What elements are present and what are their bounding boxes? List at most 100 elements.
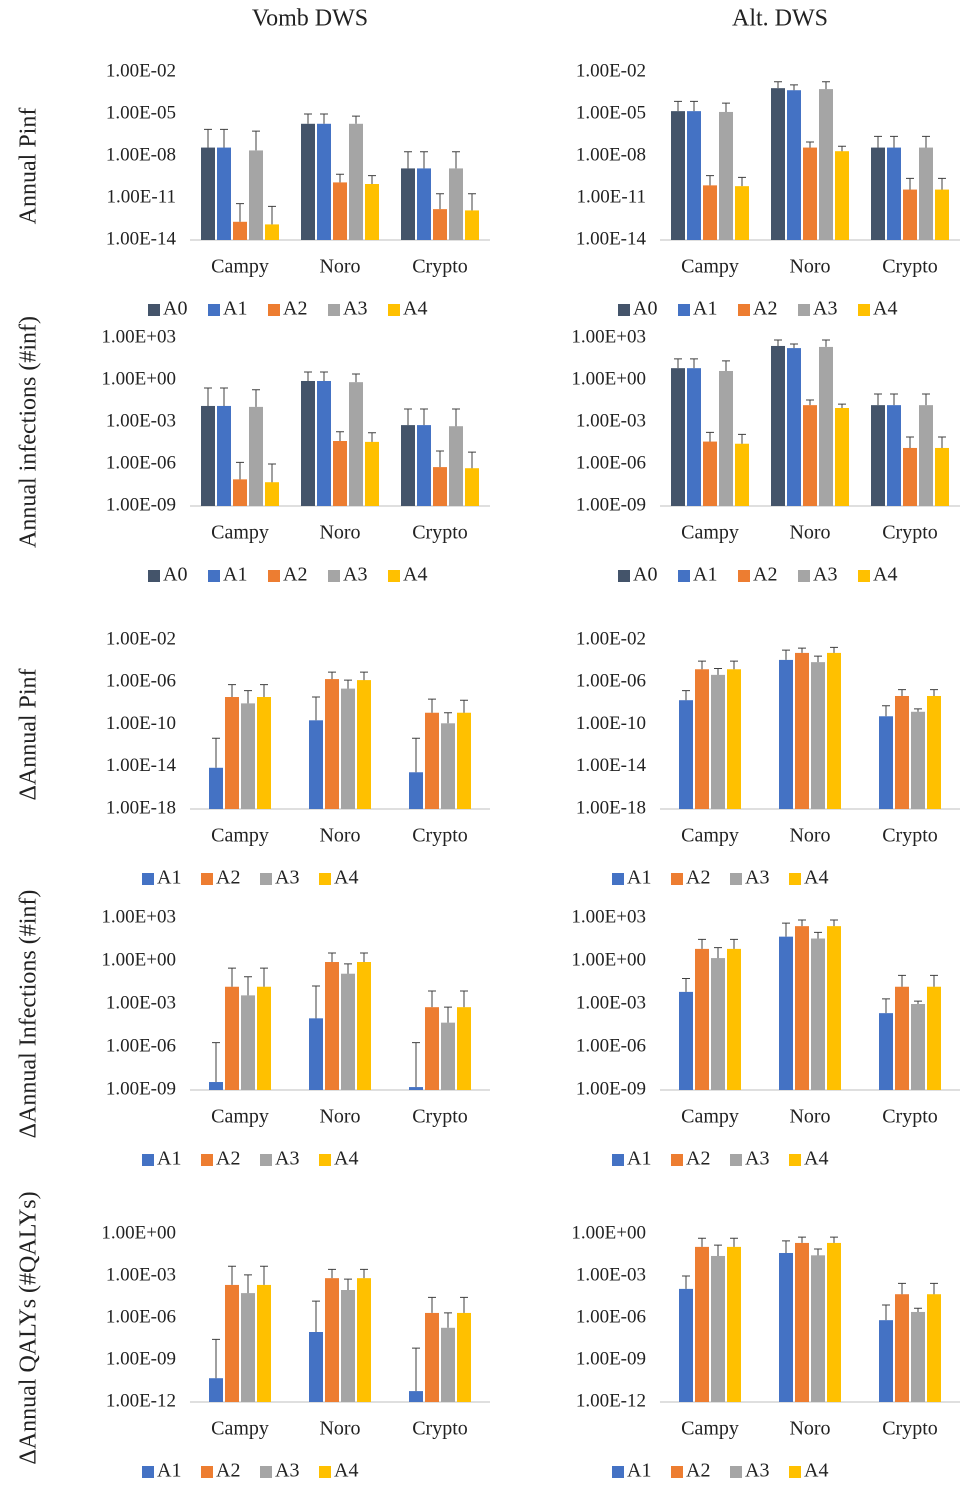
x-tick-label: Noro [789,522,830,544]
error-bar [738,433,746,444]
error-bar [774,81,782,89]
error-bar [268,205,276,225]
bar [433,467,447,506]
y-tick-label: 1.00E-06 [106,1035,176,1056]
error-bar [244,690,252,704]
bar [341,688,355,809]
x-tick-label: Campy [211,825,269,847]
error-bar [212,1042,220,1083]
bar [333,440,347,506]
bar [919,147,933,240]
bar [679,991,693,1090]
legend-label: A4 [334,1460,358,1482]
bar [771,345,785,506]
bar [879,1013,893,1090]
legend-label: A1 [693,298,717,320]
y-tick-label: 1.00E-14 [106,755,177,776]
error-bar [236,461,244,480]
error-bar [352,373,360,383]
legend-swatch [260,873,272,885]
legend-swatch [268,570,280,582]
error-bar [830,919,838,927]
error-bar [360,671,368,681]
error-bar [344,1278,352,1290]
error-bar [328,1268,336,1279]
bar [349,123,363,240]
error-bar [806,141,814,148]
legend-swatch [319,873,331,885]
legend-swatch [730,1466,742,1478]
legend-label: A3 [275,1460,299,1482]
error-bar [312,1300,320,1332]
legend-label: A3 [813,298,837,320]
error-bar [412,737,420,773]
error-bar [204,128,212,148]
error-bar [898,1282,906,1295]
x-tick-label: Noro [789,1418,830,1440]
bar [233,221,247,240]
y-tick-label: 1.00E-10 [576,713,646,734]
y-axis-label: ΔAnnual QALYs (#QALYs) [16,1191,42,1464]
bar [703,441,717,506]
y-tick-label: 1.00E-11 [577,186,646,207]
legend-swatch [319,1466,331,1478]
bar [357,680,371,809]
bar [827,1242,841,1402]
bar [695,1246,709,1402]
bar [727,669,741,809]
error-bar [412,1347,420,1392]
bar [779,936,793,1090]
legend-label: A4 [804,1460,828,1482]
y-tick-label: 1.00E-03 [106,410,176,431]
error-bar [798,647,806,653]
legend-label: A2 [753,564,777,586]
error-bar [436,450,444,468]
legend-swatch [612,1154,624,1166]
error-bar [328,952,336,963]
error-bar [714,947,722,959]
legend-swatch [148,570,160,582]
bar [935,189,949,240]
bar [719,370,733,506]
error-bar [814,1248,822,1256]
error-bar [706,431,714,442]
bar [827,926,841,1090]
error-bar [436,193,444,210]
error-bar [674,100,682,112]
column-title: Alt. DWS [732,6,828,32]
x-tick-label: Noro [789,256,830,278]
legend-label: A3 [275,1148,299,1170]
bar [441,1022,455,1090]
error-bar [814,931,822,939]
bar [457,712,471,809]
y-tick-label: 1.00E-18 [106,797,176,818]
error-bar [428,698,436,713]
bar [317,380,331,506]
error-bar [830,646,838,653]
x-tick-label: Crypto [882,522,938,544]
x-tick-label: Campy [681,825,739,847]
x-tick-label: Campy [681,256,739,278]
bar [911,1004,925,1090]
bar [433,209,447,240]
bar [417,168,431,240]
bar [835,151,849,240]
legend-swatch [730,1154,742,1166]
bar [417,425,431,506]
bar [441,1327,455,1402]
x-tick-label: Campy [681,1418,739,1440]
legend-label: A0 [633,298,657,320]
y-tick-label: 1.00E-05 [576,102,646,123]
bar [787,90,801,240]
bar [233,479,247,506]
error-bar [914,1000,922,1004]
bar [879,1320,893,1402]
legend-swatch [612,873,624,885]
error-bar [212,737,220,768]
error-bar [914,708,922,712]
bar [241,1293,255,1402]
bar [265,482,279,506]
bar [803,405,817,506]
error-bar [698,1237,706,1247]
y-tick-label: 1.00E-06 [576,1306,646,1327]
